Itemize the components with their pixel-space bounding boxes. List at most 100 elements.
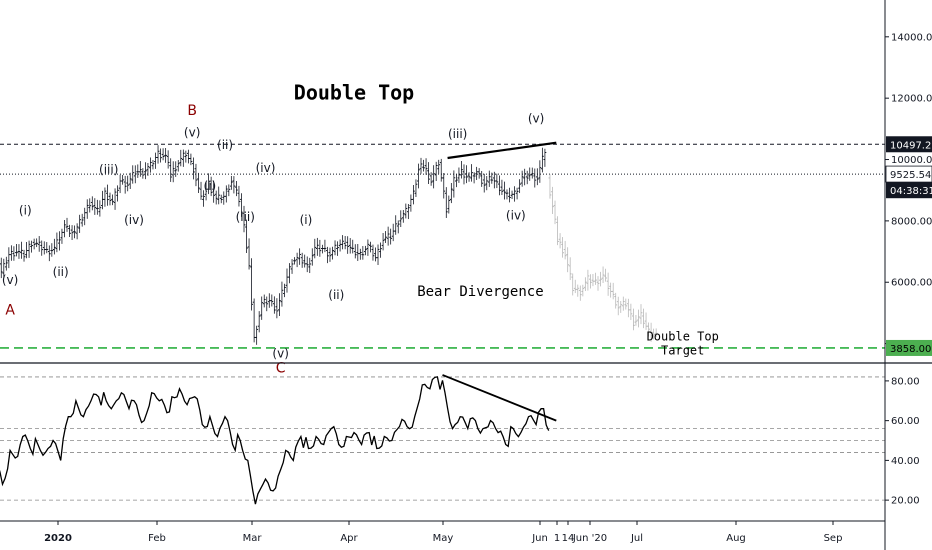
- wave-label: (v): [2, 273, 18, 287]
- osc-y-tick-label: 40.00: [891, 456, 920, 467]
- projection-bar: [634, 315, 638, 326]
- price-bar: [396, 220, 400, 234]
- projection-bar: [614, 292, 618, 309]
- price-bar: [503, 181, 506, 200]
- price-bar: [331, 246, 334, 260]
- price-bar: [338, 239, 342, 252]
- wave-label-letter: B: [187, 103, 197, 119]
- price-bar: [83, 207, 87, 226]
- price-bar: [141, 168, 145, 179]
- x-tick-label: 1: [554, 533, 560, 544]
- price-bar: [336, 241, 339, 256]
- price-bar: [78, 214, 82, 233]
- price-bar: [35, 238, 39, 248]
- price-bar: [55, 232, 59, 253]
- y-tick-label: 10000.00: [891, 155, 932, 166]
- price-bar: [439, 158, 443, 182]
- x-tick-label: Jun: [531, 533, 548, 544]
- price-bar: [255, 325, 259, 345]
- price-bar: [310, 248, 314, 266]
- price-bar: [351, 239, 355, 254]
- projection-bar: [551, 186, 554, 214]
- price-bar: [270, 294, 274, 307]
- price-bar: [467, 172, 471, 182]
- x-tick-label: Aug: [726, 533, 746, 544]
- price-bar: [106, 184, 109, 206]
- price-bar: [508, 187, 511, 203]
- projection-bar: [601, 266, 605, 284]
- projection-bar: [621, 296, 625, 311]
- price-bar: [189, 153, 193, 166]
- projection-bar: [632, 308, 635, 331]
- price-bar: [280, 281, 284, 307]
- x-tick-label: Jul: [630, 533, 643, 544]
- projection-bar: [642, 308, 645, 329]
- projection-bar: [576, 284, 580, 297]
- price-bar: [247, 238, 251, 270]
- projection-bar: [563, 240, 567, 260]
- price-bar: [323, 239, 327, 253]
- price-bar: [353, 244, 357, 259]
- price-bar: [267, 293, 271, 308]
- price-bar: [422, 159, 425, 172]
- price-bar: [497, 175, 501, 196]
- price-bar: [348, 238, 352, 254]
- price-bar: [480, 170, 484, 187]
- projection-bar: [573, 279, 577, 294]
- projection-bar: [599, 271, 602, 287]
- price-bar: [442, 173, 446, 199]
- price-bar: [161, 148, 165, 161]
- price-bar: [525, 170, 529, 185]
- x-tick-label: Apr: [340, 533, 358, 544]
- price-bar: [278, 293, 281, 316]
- annotation: Bear Divergence: [417, 284, 543, 300]
- price-bar: [540, 147, 544, 173]
- x-tick-label: Feb: [148, 533, 166, 544]
- x-tick-label: 14: [562, 533, 575, 544]
- price-bar: [285, 268, 289, 293]
- price-bar: [12, 246, 16, 261]
- wave-label: (iii): [448, 127, 467, 141]
- price-bar: [361, 246, 365, 260]
- price-bar: [47, 245, 51, 262]
- price-bar: [412, 184, 415, 205]
- price-bar: [128, 172, 132, 189]
- price-bar: [518, 179, 522, 194]
- price-bar: [427, 162, 430, 185]
- price-bar: [232, 176, 236, 194]
- price-bar: [326, 246, 329, 264]
- price-label-box: [886, 136, 932, 153]
- wave-label: (i): [300, 213, 313, 227]
- price-bar: [515, 187, 519, 200]
- price-bar: [300, 252, 304, 268]
- price-bar: [88, 198, 92, 213]
- price-bar: [121, 174, 125, 185]
- price-label-box: [886, 339, 932, 356]
- price-bar: [108, 192, 112, 206]
- y-tick-label: 6000.00: [891, 278, 932, 289]
- price-bar: [455, 173, 458, 188]
- price-bar: [179, 149, 183, 167]
- price-bar: [68, 224, 71, 237]
- osc-y-tick-label: 60.00: [891, 416, 920, 427]
- projection-bar: [611, 282, 615, 300]
- price-bar: [250, 258, 253, 311]
- price-bar: [17, 244, 21, 259]
- price-bar: [50, 243, 54, 257]
- price-bar: [103, 187, 107, 207]
- price-bar: [184, 150, 188, 163]
- wave-label: (v): [184, 126, 200, 140]
- projection-bar: [586, 269, 590, 291]
- price-bar: [376, 244, 380, 266]
- price-bar: [174, 161, 178, 177]
- price-bar: [303, 254, 307, 268]
- price-bar: [22, 249, 26, 262]
- price-bar: [406, 204, 410, 220]
- price-bar: [40, 240, 44, 256]
- price-bar: [27, 240, 31, 258]
- price-bar: [111, 194, 114, 206]
- price-bar: [222, 191, 226, 205]
- price-bar: [358, 248, 362, 260]
- wave-label: (iii): [236, 210, 255, 224]
